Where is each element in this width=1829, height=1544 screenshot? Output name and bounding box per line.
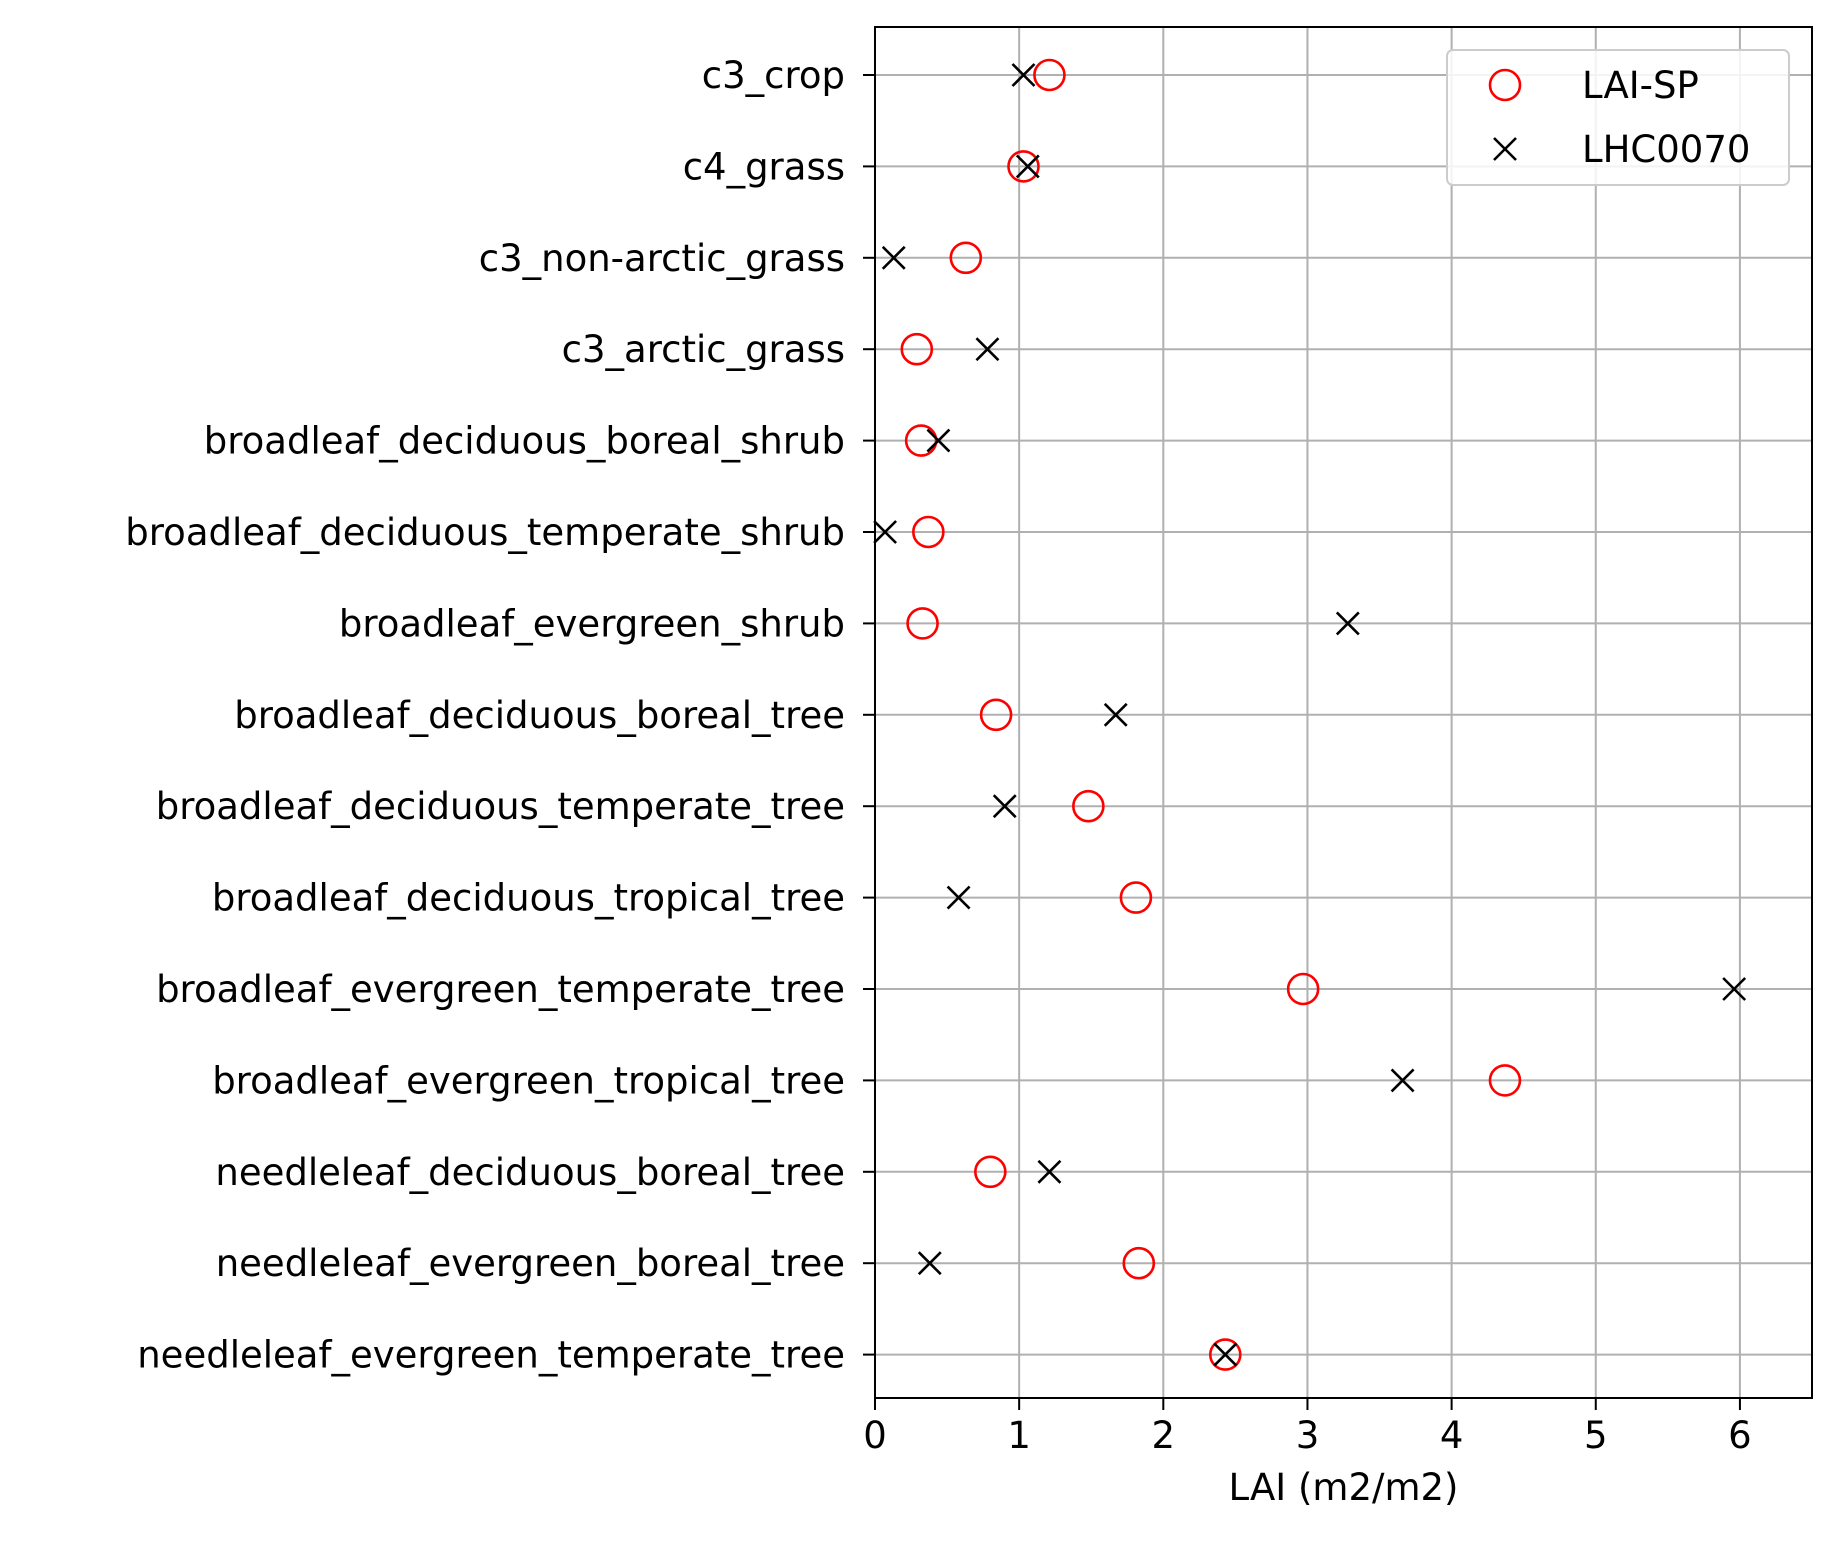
legend-label: LHC0070 <box>1582 128 1750 171</box>
lai-sp-point <box>1033 58 1066 92</box>
lhc0070-point <box>1011 63 1036 87</box>
y-tick-label: broadleaf_deciduous_temperate_tree <box>156 785 845 828</box>
lai-sp-point <box>974 1155 1007 1189</box>
x-tick-label: 2 <box>1152 1414 1176 1457</box>
axes-ticks: 0 1 2 3 4 5 6 c3_crop c4_grass c3_non-arctic_gras… <box>125 54 1751 1457</box>
y-tick-label: broadleaf_deciduous_boreal_tree <box>234 694 845 737</box>
lhc0070-point <box>1103 702 1128 727</box>
x-axis-label: LAI (m2/m2) <box>1229 1466 1459 1509</box>
legend: LAI-SP LHC0070 <box>1446 49 1790 186</box>
lai-sp-point <box>1072 789 1105 823</box>
y-tick-label: broadleaf_deciduous_boreal_shrub <box>204 420 845 463</box>
legend-box <box>1446 49 1790 186</box>
x-tick-label: 4 <box>1440 1414 1464 1457</box>
x-tick-label: 0 <box>863 1414 887 1457</box>
y-tick-label: broadleaf_deciduous_tropical_tree <box>212 877 845 920</box>
lai-sp-point <box>1007 150 1040 183</box>
lai-sp-point <box>900 332 934 366</box>
grid <box>874 27 1812 1398</box>
lai-sp-point <box>1208 1338 1242 1371</box>
lhc0070-point <box>1015 154 1040 179</box>
lai-sp-point <box>1119 881 1153 914</box>
legend-marker-lhc0070 <box>1493 137 1517 161</box>
lhc0070-point <box>1335 611 1360 636</box>
lai-sp-point <box>1286 972 1320 1006</box>
lhc0070-point <box>926 428 951 453</box>
x-tick-label: 3 <box>1296 1414 1320 1457</box>
y-tick-label: broadleaf_evergreen_temperate_tree <box>156 968 845 1011</box>
lai-sp-point <box>904 424 938 457</box>
lhc0070-point <box>881 245 906 270</box>
lhc0070-point <box>1213 1342 1238 1367</box>
y-tick-label: c3_crop <box>702 54 845 97</box>
y-tick-label: broadleaf_evergreen_shrub <box>339 602 845 645</box>
legend-label: LAI-SP <box>1582 64 1699 107</box>
lhc0070-point <box>946 885 971 910</box>
plot-area <box>874 26 1813 1399</box>
y-tick-label: c3_arctic_grass <box>562 328 845 371</box>
lhc0070-point <box>975 337 1000 362</box>
x-tick-label: 1 <box>1007 1414 1031 1457</box>
y-tick-label: needleleaf_evergreen_boreal_tree <box>216 1242 845 1285</box>
lhc0070-point <box>873 520 898 544</box>
lhc0070-point <box>1037 1159 1062 1184</box>
lhc0070-point <box>992 794 1017 819</box>
lai-sp-point <box>1488 1064 1522 1097</box>
lhc0070-point <box>917 1251 942 1276</box>
x-tick-label: 5 <box>1584 1414 1608 1457</box>
lai-sp-point <box>912 515 945 549</box>
y-tick-label: c3_non-arctic_grass <box>479 237 845 280</box>
lhc0070-point <box>1390 1068 1415 1093</box>
lai-sp-point <box>1122 1246 1156 1280</box>
lai-sp-point <box>979 698 1013 732</box>
lai-sp-point <box>906 607 939 640</box>
lai-sp-point <box>949 241 983 275</box>
y-tick-label: broadleaf_deciduous_temperate_shrub <box>125 511 845 554</box>
y-tick-label: broadleaf_evergreen_tropical_tree <box>212 1059 845 1102</box>
x-tick-label: 6 <box>1728 1414 1752 1457</box>
legend-marker-lai-sp <box>1488 68 1522 102</box>
lhc0070-point <box>1722 977 1747 1001</box>
y-tick-label: c4_grass <box>683 145 845 188</box>
data-marks <box>873 58 1747 1371</box>
y-tick-label: needleleaf_evergreen_temperate_tree <box>137 1334 845 1377</box>
y-tick-label: needleleaf_deciduous_boreal_tree <box>215 1151 845 1194</box>
